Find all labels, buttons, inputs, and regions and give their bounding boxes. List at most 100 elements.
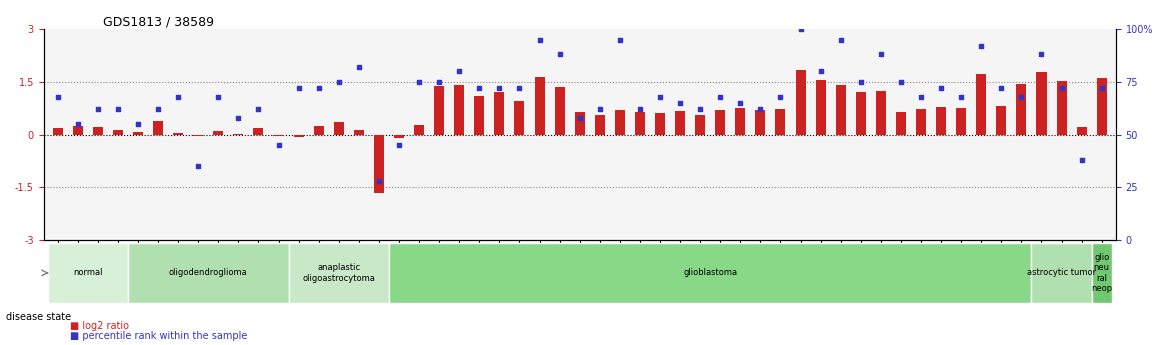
Text: anaplastic
oligoastrocytoma: anaplastic oligoastrocytoma (303, 263, 375, 283)
Point (189, 164, 208, 169)
Text: glioblastoma: glioblastoma (683, 268, 737, 277)
Bar (394, 135, 404, 138)
Bar (555, 87, 564, 135)
Point (871, 52, 890, 57)
Point (349, 65, 368, 70)
Bar (715, 110, 725, 135)
Bar (675, 111, 686, 135)
Bar (494, 92, 505, 135)
Point (1033, 52, 1051, 57)
Point (390, 142, 409, 148)
Bar (655, 113, 665, 135)
Point (128, 121, 147, 127)
Point (530, 37, 549, 42)
Bar (1097, 78, 1107, 135)
Bar (635, 112, 645, 135)
Bar (595, 115, 605, 135)
FancyBboxPatch shape (1031, 243, 1092, 303)
Point (48, 94, 67, 99)
Bar (815, 80, 826, 135)
FancyBboxPatch shape (288, 243, 389, 303)
Point (832, 37, 850, 42)
FancyBboxPatch shape (389, 243, 1031, 303)
Point (932, 86, 951, 91)
Point (290, 86, 308, 91)
Point (690, 107, 709, 112)
Bar (876, 91, 885, 135)
Bar (614, 110, 625, 135)
Bar (535, 77, 544, 135)
Bar (1036, 72, 1047, 135)
Bar (976, 74, 986, 135)
Bar (214, 131, 223, 135)
Bar (896, 112, 906, 135)
Bar (835, 85, 846, 135)
Bar (153, 121, 164, 135)
Point (269, 142, 287, 148)
Bar (776, 109, 786, 135)
Point (410, 79, 429, 85)
Bar (434, 86, 444, 135)
Point (1011, 94, 1030, 99)
Point (731, 100, 750, 106)
Point (590, 107, 609, 112)
Bar (856, 92, 865, 135)
Bar (996, 107, 1007, 135)
Bar (334, 122, 343, 135)
Point (851, 79, 870, 85)
Bar (72, 126, 83, 135)
Point (310, 86, 328, 91)
Point (491, 86, 509, 91)
Point (510, 86, 529, 91)
Text: astrocytic tumor: astrocytic tumor (1027, 268, 1096, 277)
Point (751, 107, 770, 112)
Point (711, 94, 730, 99)
Bar (253, 128, 264, 135)
Bar (113, 130, 123, 135)
Point (550, 52, 569, 57)
FancyBboxPatch shape (128, 243, 288, 303)
Bar (1016, 83, 1027, 135)
Text: glio
neu
ral
neop: glio neu ral neop (1091, 253, 1112, 293)
Bar (454, 85, 464, 135)
Bar (1077, 127, 1086, 135)
Point (169, 94, 188, 99)
Bar (756, 110, 765, 135)
Bar (916, 109, 926, 135)
Point (1072, 157, 1091, 162)
Bar (957, 108, 966, 135)
Point (952, 94, 971, 99)
Point (1092, 86, 1111, 91)
Bar (936, 107, 946, 135)
Point (430, 79, 449, 85)
Bar (53, 128, 63, 135)
Point (89, 107, 107, 112)
Point (470, 86, 488, 91)
Bar (133, 132, 142, 135)
Point (450, 69, 468, 74)
Bar (474, 96, 485, 135)
Point (69, 121, 88, 127)
Point (992, 86, 1010, 91)
Bar (314, 126, 324, 135)
Bar (695, 115, 705, 135)
FancyBboxPatch shape (1092, 243, 1112, 303)
FancyBboxPatch shape (48, 243, 128, 303)
Point (912, 94, 931, 99)
Bar (514, 101, 524, 135)
Point (891, 79, 910, 85)
Point (1052, 86, 1071, 91)
Point (570, 115, 589, 120)
Text: normal: normal (74, 268, 103, 277)
Bar (1057, 81, 1066, 135)
Point (209, 94, 228, 99)
Bar (374, 135, 384, 193)
Point (771, 94, 790, 99)
Point (148, 107, 167, 112)
Point (631, 107, 649, 112)
Point (329, 79, 348, 85)
Bar (273, 135, 284, 136)
Text: oligodendroglioma: oligodendroglioma (169, 268, 248, 277)
Point (651, 94, 669, 99)
Text: disease state: disease state (6, 313, 71, 322)
